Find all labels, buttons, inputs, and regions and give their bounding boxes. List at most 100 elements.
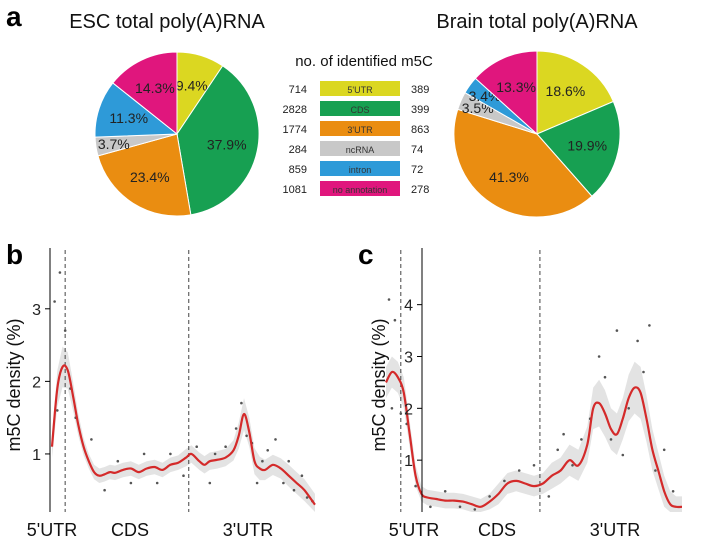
- line-b-point-29: [300, 474, 304, 478]
- line-c-point-12: [517, 469, 521, 472]
- pie-brain-label-5: 13.3%: [496, 79, 536, 95]
- line-c-ytick-label-1: 2: [404, 401, 413, 418]
- line-c-series-line: [385, 370, 683, 509]
- line-c-region-label-2: 3'UTR: [590, 520, 640, 540]
- legend-brain-count-2: 863: [411, 124, 429, 136]
- pie-brain-slice-2: [453, 108, 593, 218]
- legend-swatch-1: [320, 101, 400, 116]
- pie-brain-label-2: 41.3%: [489, 169, 529, 185]
- line-b-region-label-1: CDS: [111, 520, 149, 540]
- line-c-point-5: [414, 484, 417, 488]
- line-b-point-22: [255, 481, 259, 485]
- line-c-point-18: [580, 438, 583, 441]
- pie-brain-slice-0: [536, 50, 615, 135]
- pie-esc-slice-1: [176, 65, 260, 216]
- line-c-point-20: [597, 355, 601, 358]
- line-c-point-26: [636, 339, 639, 343]
- legend-category-0: 5'UTR: [347, 85, 373, 95]
- line-b-point-0: [53, 300, 56, 303]
- legend-esc-count-5: 1081: [283, 184, 307, 196]
- pie-brain-label-1: 19.9%: [567, 137, 607, 153]
- pie-brain-slice-1: [536, 100, 621, 197]
- pie-esc-label-2: 23.4%: [130, 169, 170, 185]
- line-b-point-30: [305, 496, 309, 499]
- line-c-ci-band: [386, 356, 682, 512]
- line-c-point-6: [429, 505, 432, 509]
- legend-brain-count-0: 389: [411, 84, 429, 96]
- line-c-point-13: [532, 464, 536, 467]
- line-b-point-8: [116, 459, 120, 463]
- line-b-point-15: [208, 481, 212, 485]
- legend-swatch-3: [320, 141, 400, 156]
- legend-esc-count-2: 1774: [283, 124, 307, 136]
- legend-category-3: ncRNA: [346, 145, 375, 155]
- line-b-point-10: [142, 452, 146, 456]
- pie-brain-title: Brain total poly(A)RNA: [436, 11, 638, 33]
- legend-category-1: CDS: [350, 105, 369, 115]
- line-c-point-28: [648, 324, 651, 327]
- line-c-region-label-1: CDS: [478, 520, 516, 540]
- line-b-point-2: [63, 329, 67, 332]
- panel-label-b: b: [6, 239, 23, 270]
- line-c-point-14: [547, 495, 551, 498]
- line-b-region-label-2: 3'UTR: [223, 520, 273, 540]
- legend-brain-count-1: 399: [411, 104, 429, 116]
- line-c-point-10: [488, 495, 491, 498]
- line-b-point-9: [129, 481, 133, 485]
- legend-esc-count-3: 284: [289, 144, 307, 156]
- line-b-point-26: [282, 481, 285, 485]
- line-b-ylabel: m5C density (%): [4, 318, 24, 451]
- panel-label-a: a: [6, 1, 22, 32]
- line-b-point-1: [58, 271, 62, 274]
- line-b-point-7: [103, 488, 106, 492]
- line-c-point-3: [399, 412, 403, 415]
- line-b-point-27: [287, 459, 291, 463]
- line-c-point-0: [387, 298, 391, 301]
- line-c-ytick-label-3: 4: [404, 298, 413, 315]
- line-c-point-15: [556, 448, 559, 452]
- line-b-point-17: [224, 445, 227, 449]
- line-c-point-24: [621, 453, 625, 457]
- legend-esc-count-4: 859: [289, 164, 307, 176]
- pie-esc-label-4: 11.3%: [109, 110, 148, 126]
- legend-swatch-0: [320, 81, 400, 96]
- pie-esc: 9.4% 37.9% 23.4% 3.7% 11.3% 14.3%: [94, 51, 260, 217]
- line-b-point-4: [56, 409, 59, 412]
- line-b-region-label-0: 5'UTR: [27, 520, 77, 540]
- line-c-point-31: [671, 490, 675, 493]
- line-c-point-25: [627, 407, 630, 410]
- legend-title: no. of identified m5C: [295, 53, 433, 70]
- line-c-point-8: [458, 505, 462, 509]
- line-c-ylabel: m5C density (%): [369, 318, 389, 451]
- legend-category-4: intron: [349, 165, 372, 175]
- line-c-point-21: [603, 375, 607, 379]
- line-b-point-11: [155, 481, 159, 485]
- line-b-ytick-label-1: 2: [32, 374, 41, 391]
- pie-esc-label-3: 3.7%: [98, 136, 130, 152]
- line-c-region-label-0: 5'UTR: [389, 520, 439, 540]
- line-b-point-13: [182, 474, 185, 478]
- pie-esc-label-1: 37.9%: [207, 137, 247, 153]
- legend-esc-count-1: 2828: [283, 104, 307, 116]
- pie-esc-slice-5: [112, 51, 178, 136]
- line-c-point-7: [443, 490, 447, 493]
- line-b-point-25: [274, 438, 277, 441]
- legend-category-5: no annotation: [333, 185, 388, 195]
- legend-swatch-5: [320, 181, 400, 196]
- line-b-ytick-label-0: 1: [32, 447, 41, 464]
- line-c-point-17: [571, 464, 574, 467]
- pie-esc-label-0: 9.4%: [176, 77, 208, 93]
- legend-brain-count-3: 74: [411, 144, 423, 156]
- pie-brain: 18.6%19.9%41.3%3.5%3.4%13.3%: [453, 50, 621, 218]
- line-b-point-23: [261, 459, 264, 463]
- line-c-ytick-label-0: 1: [404, 453, 413, 470]
- pie-brain-slice-5: [474, 50, 538, 136]
- line-b-point-16: [213, 452, 217, 456]
- line-b-point-12: [169, 452, 172, 456]
- panel-label-c: c: [358, 239, 374, 270]
- line-b-point-19: [240, 401, 243, 405]
- pie-esc-slice-2: [97, 133, 192, 217]
- line-chart-b: 1 2 3 m5C density (%) 5'UTR CDS 3'UTR: [4, 248, 316, 540]
- pie-esc-title: ESC total poly(A)RNA: [69, 11, 265, 33]
